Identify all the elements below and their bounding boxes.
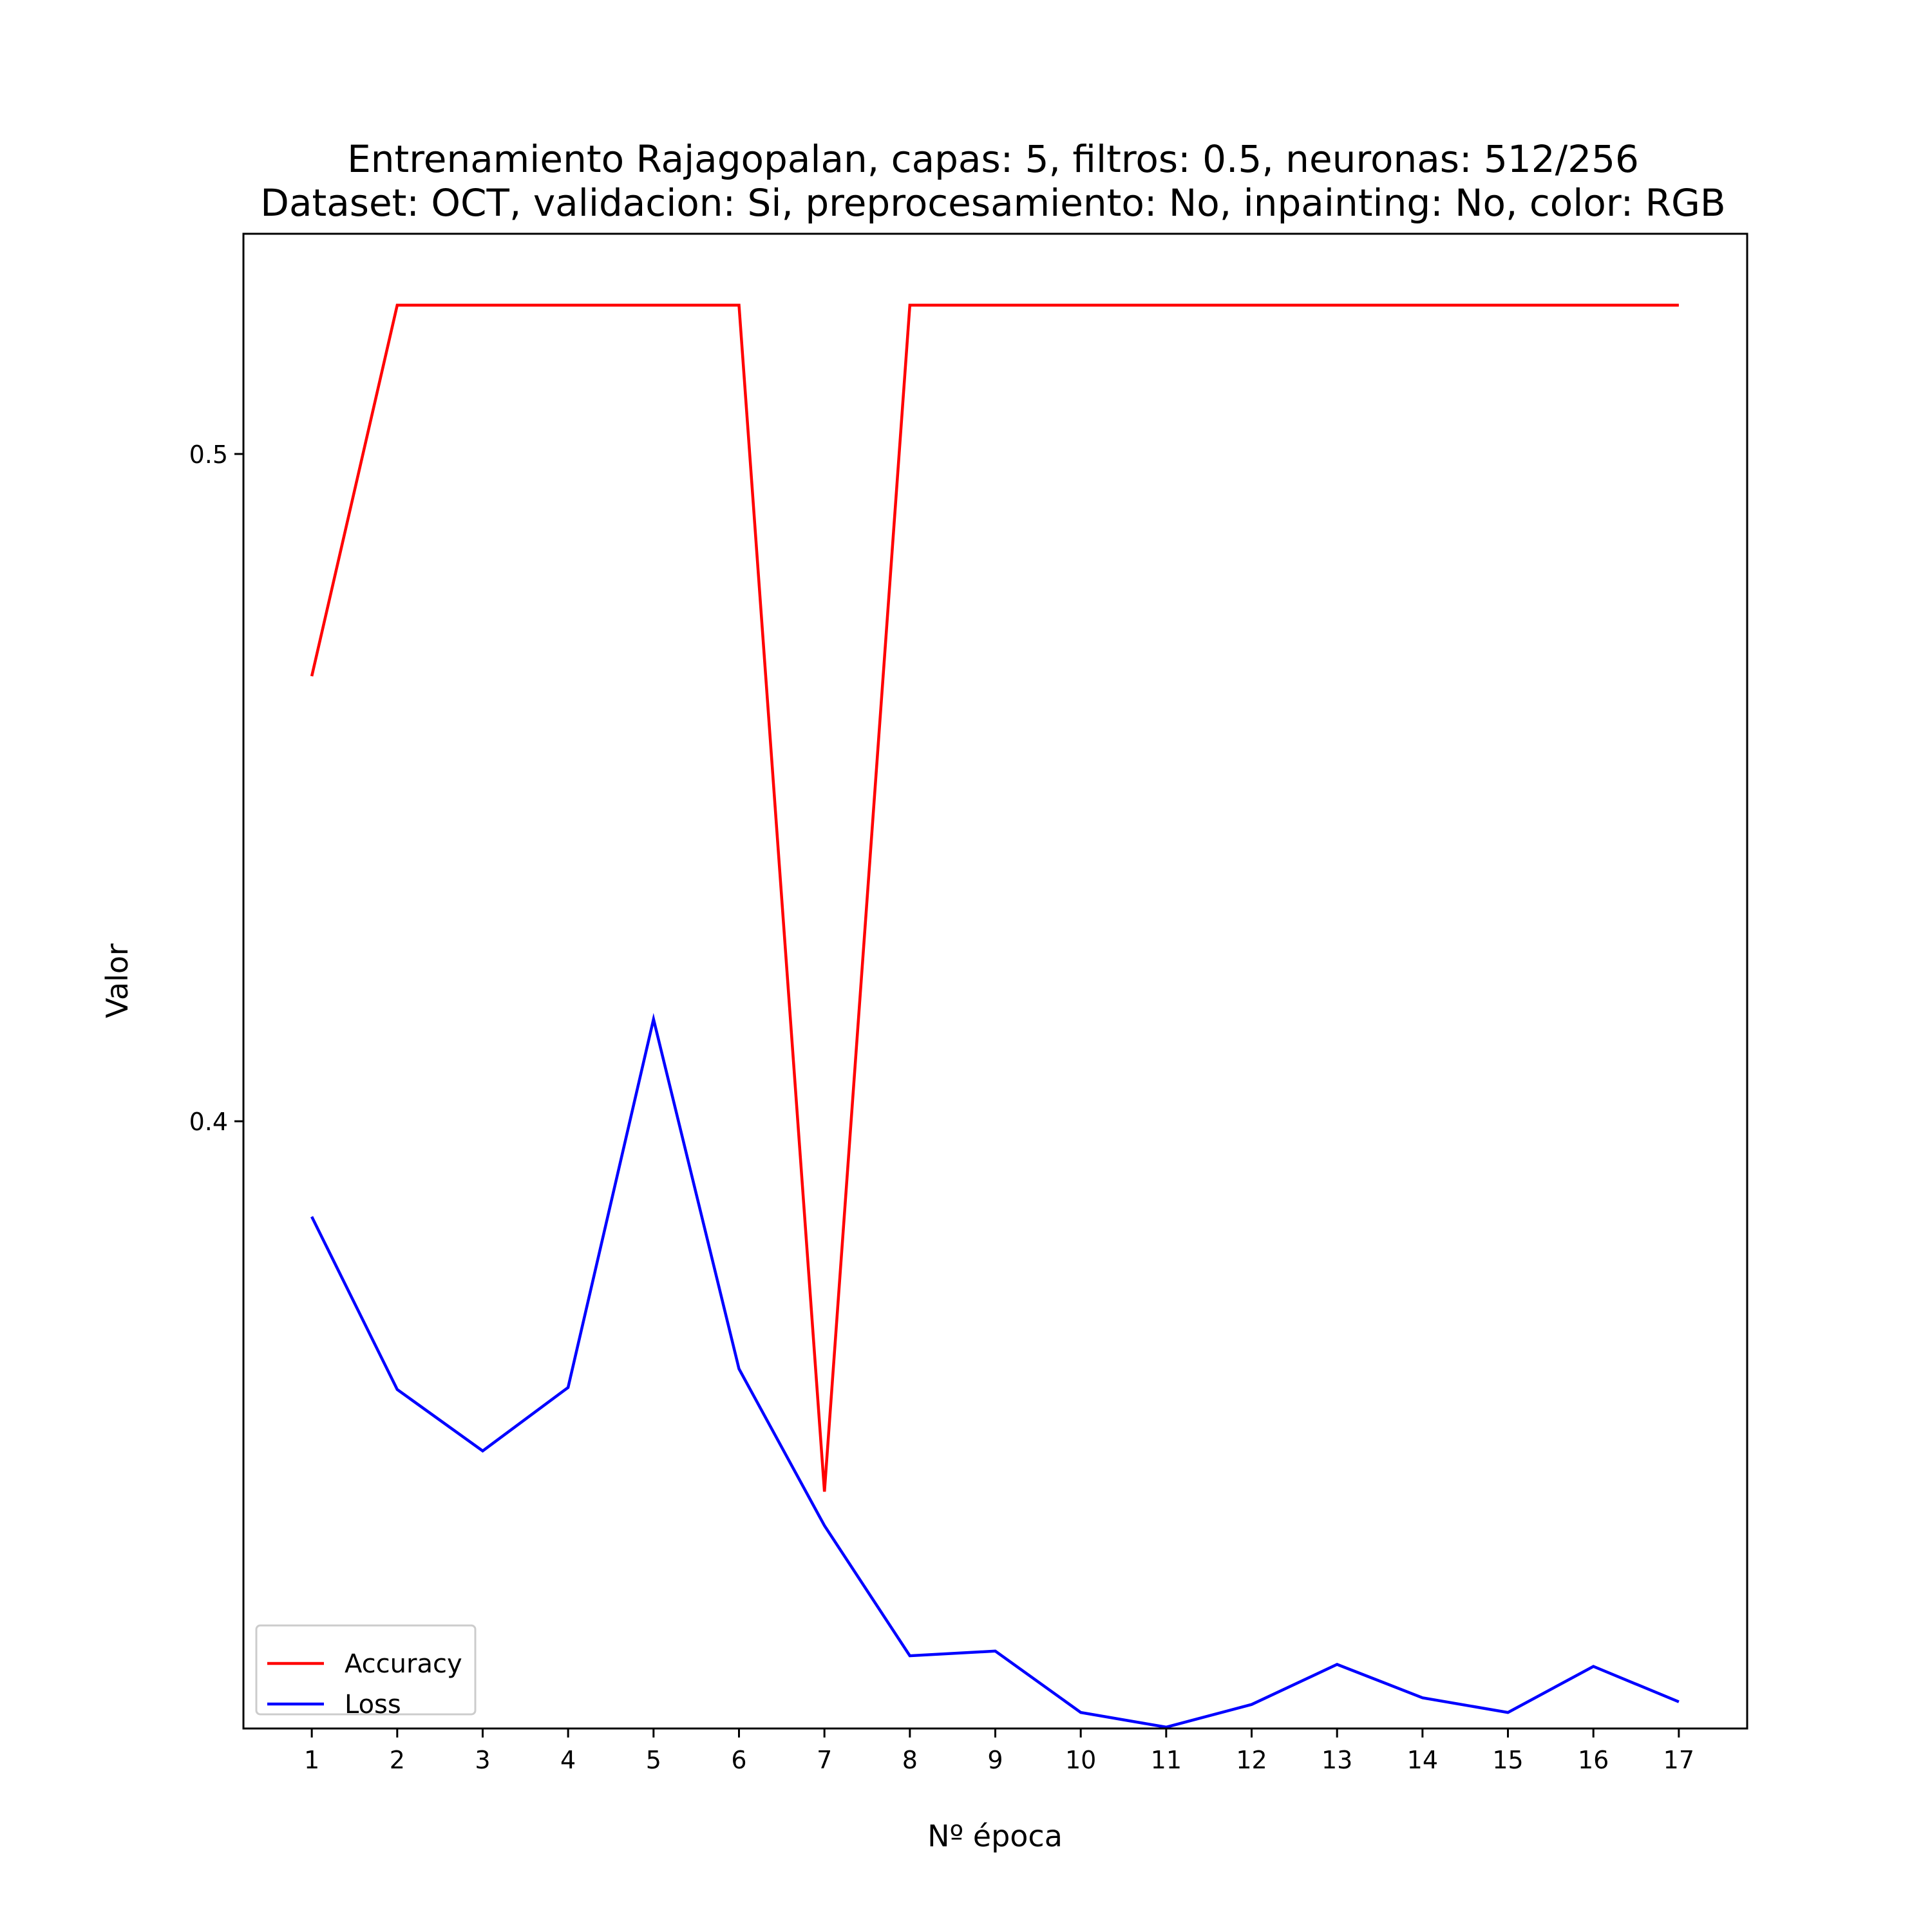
- series-layer: [310, 303, 1680, 1729]
- x-tick-label: 10: [1065, 1746, 1096, 1774]
- x-tick-label: 16: [1578, 1746, 1609, 1774]
- x-axis-label: Nº época: [927, 1819, 1063, 1853]
- x-tick-label: 14: [1407, 1746, 1438, 1774]
- x-tick-label: 9: [987, 1746, 1003, 1774]
- x-tick-label: 2: [390, 1746, 405, 1774]
- x-tick-label: 1: [304, 1746, 319, 1774]
- series-line-loss: [310, 1012, 1680, 1729]
- y-axis-label: Valor: [100, 943, 135, 1018]
- legend: Accuracy Loss: [255, 1624, 477, 1719]
- y-tick-label: 0.4: [189, 1108, 228, 1136]
- x-tick-label: 5: [646, 1746, 661, 1774]
- chart-title: Entrenamiento Rajagopalan, capas: 5, fil…: [347, 137, 1639, 181]
- legend-label-loss: Loss: [345, 1690, 401, 1719]
- chart-subtitle: Dataset: OCT, validacion: Si, preprocesa…: [260, 181, 1725, 225]
- y-tick-label: 0.5: [189, 440, 228, 469]
- x-tick-label: 3: [475, 1746, 490, 1774]
- legend-box: [255, 1624, 477, 1716]
- series-line-accuracy: [310, 303, 1679, 1492]
- x-tick-label: 11: [1151, 1746, 1182, 1774]
- legend-label-accuracy: Accuracy: [345, 1649, 462, 1679]
- x-tick-label: 13: [1321, 1746, 1352, 1774]
- x-tick-label: 4: [560, 1746, 576, 1774]
- x-tick-label: 15: [1492, 1746, 1523, 1774]
- x-tick-label: 7: [817, 1746, 832, 1774]
- x-tick-label: 6: [731, 1746, 746, 1774]
- x-tick-label: 8: [902, 1746, 918, 1774]
- y-axis-ticks: 0.4 0.5: [189, 440, 243, 1136]
- x-axis-ticks: 1 2 3 4 5 6 7 8 9 10 11 12 13 14 15 16 17: [304, 1728, 1694, 1774]
- x-tick-label: 12: [1236, 1746, 1267, 1774]
- x-tick-label: 17: [1663, 1746, 1694, 1774]
